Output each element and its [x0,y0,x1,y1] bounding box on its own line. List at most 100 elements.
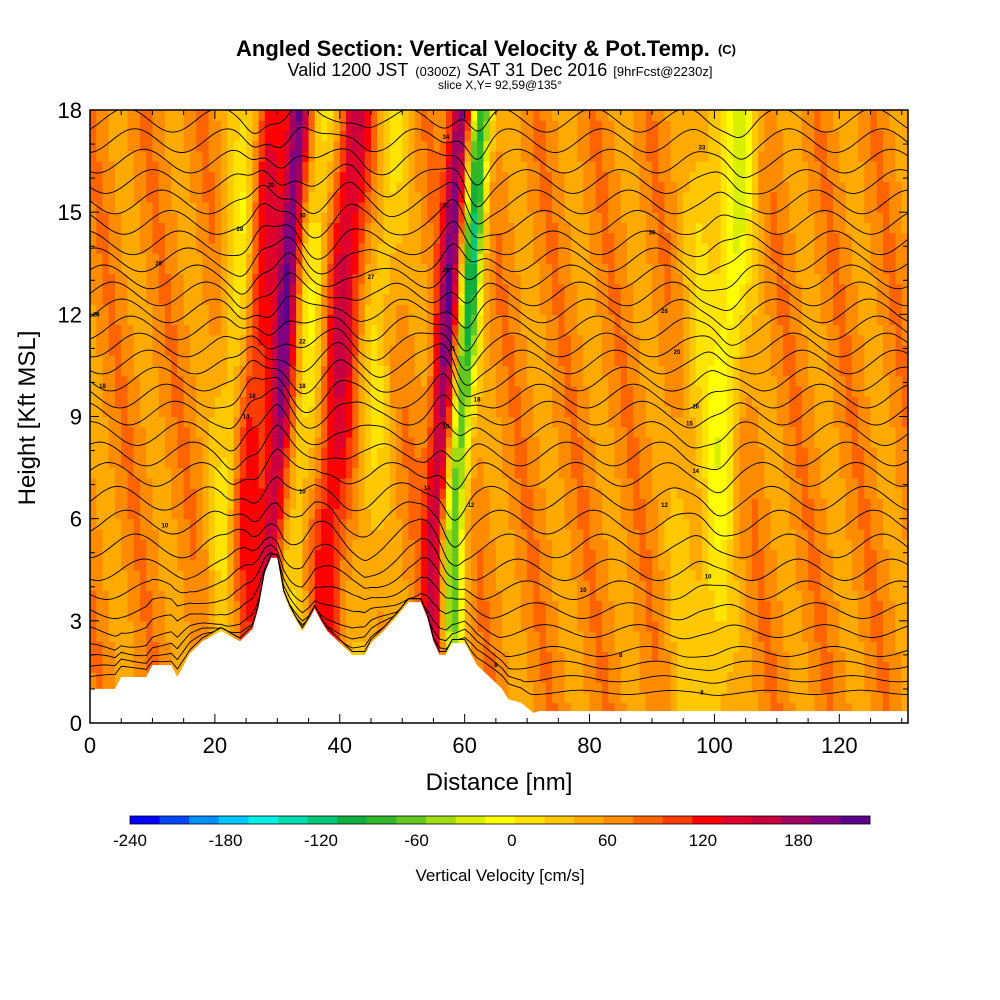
velocity-cell [851,579,859,591]
velocity-cell [464,457,472,469]
velocity-cell [539,549,547,561]
velocity-cell [146,559,154,571]
velocity-cell [533,579,541,591]
velocity-cell [627,436,634,448]
velocity-cell [695,436,703,448]
velocity-cell [833,508,840,520]
velocity-cell [314,579,322,591]
velocity-cell [108,406,116,418]
velocity-cell [639,590,647,601]
velocity-cell [826,344,834,356]
velocity-cell [158,620,166,632]
velocity-cell [851,498,859,510]
velocity-cell [895,488,903,499]
velocity-cell [533,406,541,418]
velocity-cell [214,508,222,520]
velocity-cell [296,559,303,571]
velocity-cell [845,610,853,622]
velocity-cell [833,528,840,540]
velocity-cell [364,334,372,346]
velocity-cell [539,610,547,622]
velocity-cell [395,375,403,387]
velocity-cell [445,457,453,469]
velocity-cell [333,498,341,510]
velocity-cell [114,447,122,458]
velocity-cell [833,692,840,704]
velocity-cell [808,365,815,377]
velocity-cell [645,559,653,571]
velocity-cell [395,488,403,499]
velocity-cell [352,375,360,387]
velocity-cell [96,467,104,479]
velocity-cell [527,610,534,622]
velocity-cell [564,416,572,428]
velocity-cell [539,426,547,438]
velocity-cell [370,539,378,550]
velocity-cell [901,355,908,367]
velocity-cell [758,692,765,704]
velocity-cell [539,375,547,387]
velocity-cell [520,661,528,673]
velocity-cell [558,579,566,591]
velocity-cell [527,671,534,683]
velocity-cell [239,631,247,642]
velocity-cell [720,498,728,510]
velocity-cell [114,334,122,346]
velocity-cell [364,344,372,356]
velocity-cell [764,549,772,561]
velocity-cell [139,559,147,571]
velocity-cell [90,528,97,540]
velocity-cell [870,590,878,601]
velocity-cell [402,436,410,448]
velocity-cell [427,477,435,489]
velocity-cell [858,682,865,693]
velocity-cell [708,385,716,397]
velocity-cell [689,467,697,479]
velocity-cell [789,467,797,479]
velocity-cell [714,498,722,510]
velocity-cell [689,661,697,673]
velocity-cell [114,610,122,622]
velocity-cell [627,539,634,550]
velocity-cell [420,488,428,499]
velocity-cell [708,539,716,550]
velocity-cell [452,498,460,510]
velocity-cell [139,477,147,489]
velocity-cell [477,590,484,601]
velocity-cell [814,355,822,367]
velocity-cell [402,416,410,428]
velocity-cell [758,488,765,499]
velocity-cell [96,569,104,581]
velocity-cell [152,375,160,387]
velocity-cell [464,600,472,612]
velocity-cell [751,344,759,356]
velocity-cell [470,355,478,367]
velocity-cell [502,559,509,571]
velocity-cell [826,559,834,571]
velocity-cell [127,549,135,561]
velocity-cell [308,600,316,612]
velocity-cell [589,559,597,571]
velocity-cell [845,682,853,693]
velocity-cell [577,467,584,479]
velocity-cell [895,590,903,601]
velocity-cell [389,334,397,346]
velocity-cell [358,344,366,356]
velocity-cell [783,600,790,612]
velocity-cell [726,671,734,683]
velocity-cell [439,488,447,499]
velocity-cell [826,447,834,458]
velocity-cell [789,641,797,653]
velocity-cell [726,682,734,693]
velocity-cell [695,671,703,683]
velocity-cell [826,385,834,397]
velocity-cell [264,528,272,540]
velocity-cell [96,477,104,489]
velocity-cell [664,365,672,377]
velocity-cell [583,365,591,377]
velocity-cell [389,579,397,591]
velocity-cell [477,477,484,489]
velocity-cell [271,355,278,367]
velocity-cell [171,569,179,581]
velocity-cell [733,436,740,448]
